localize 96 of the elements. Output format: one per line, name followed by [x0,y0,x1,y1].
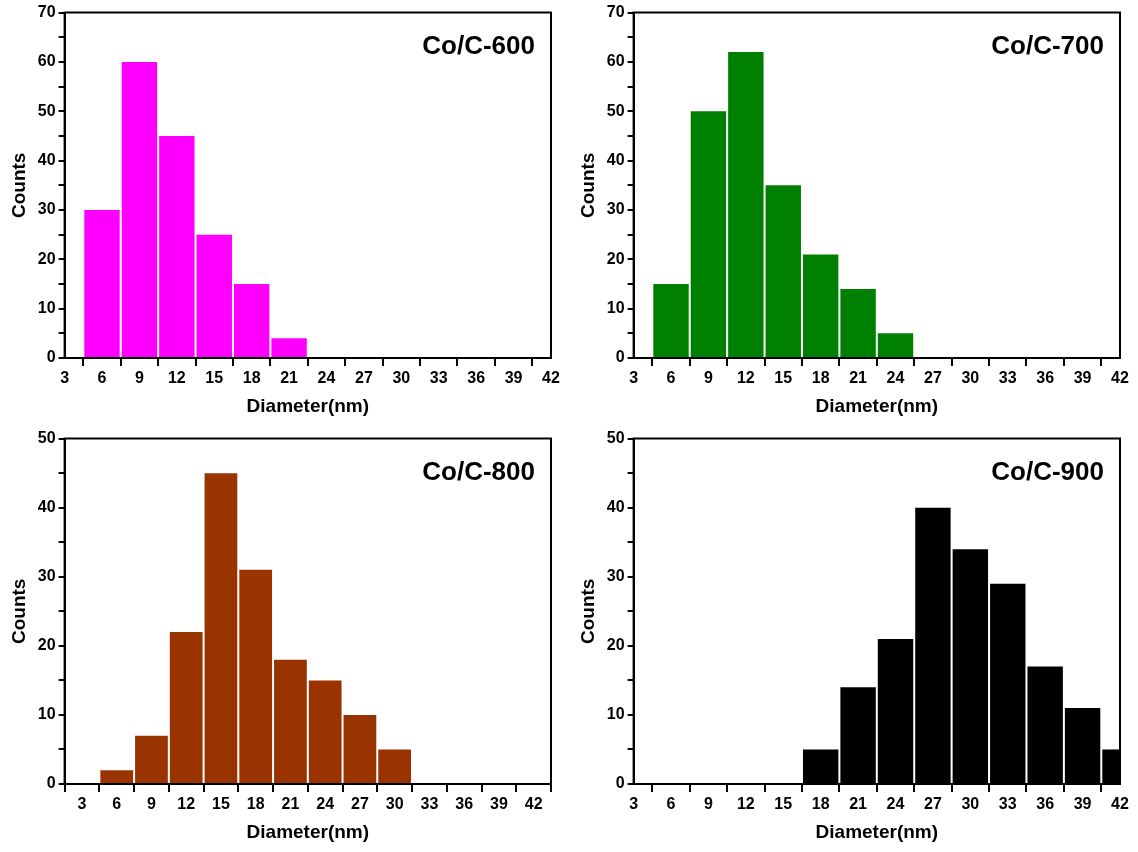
x-tick-label: 30 [392,369,411,387]
x-tick-label: 3 [629,369,639,387]
y-tick-label: 20 [37,636,56,654]
x-tick-label: 3 [60,369,70,387]
y-tick-label: 20 [37,249,56,267]
x-tick-label: 15 [774,369,793,387]
y-tick-label: 60 [606,52,625,70]
x-tick-label: 36 [1036,795,1055,813]
x-tick-label: 42 [1111,795,1129,813]
x-tick-label: 42 [542,369,560,387]
x-tick-label: 30 [961,369,980,387]
x-tick-label: 9 [703,369,713,387]
y-tick-label: 10 [37,299,56,317]
x-tick-label: 24 [316,795,335,813]
x-tick-label: 39 [489,795,508,813]
x-tick-label: 12 [167,369,186,387]
x-tick-label: 33 [420,795,439,813]
y-tick-label: 70 [606,3,625,21]
x-tick-label: 6 [666,795,676,813]
x-tick-label: 12 [736,795,755,813]
y-axis-title: Counts [576,152,598,219]
x-tick-label: 6 [666,369,676,387]
x-tick-label: 36 [467,369,486,387]
y-tick-label: 50 [37,429,56,447]
x-tick-label: 24 [317,369,336,387]
x-tick-label: 12 [177,795,196,813]
x-tick-label: 3 [629,795,639,813]
y-tick-label: 40 [37,151,56,169]
text: Co/C-800 [422,455,535,486]
x-tick-label: 21 [849,369,868,387]
y-axis-title: Counts [7,578,29,645]
y-tick-label: 70 [37,3,56,21]
y-axis-title: Counts [7,152,29,219]
y-tick-label: 30 [37,567,56,585]
x-tick-label: 18 [811,795,830,813]
x-tick-label: 27 [351,795,369,813]
y-tick-label: 50 [606,429,625,447]
x-tick-label: 30 [385,795,404,813]
x-tick-label: 9 [703,795,713,813]
y-tick-label: 10 [606,705,625,723]
x-tick-label: 21 [281,795,300,813]
y-tick-label: 60 [37,52,56,70]
x-tick-label: 36 [455,795,474,813]
x-tick-label: 24 [886,795,905,813]
y-tick-label: 20 [606,636,625,654]
x-tick-label: 27 [355,369,373,387]
x-tick-label: 39 [504,369,523,387]
x-axis-title: Diameter(nm) [246,820,370,842]
y-tick-label: 0 [46,774,56,792]
x-tick-label: 24 [886,369,905,387]
x-tick-label: 18 [811,369,830,387]
x-tick-label: 15 [774,795,793,813]
y-tick-label: 30 [37,200,56,218]
y-tick-label: 10 [606,299,625,317]
x-tick-label: 42 [1111,369,1129,387]
y-tick-label: 50 [606,101,625,119]
x-tick-label: 6 [97,369,107,387]
x-tick-label: 18 [242,369,261,387]
x-tick-label: 9 [134,369,144,387]
x-tick-label: 15 [205,369,224,387]
y-tick-label: 30 [606,567,625,585]
y-tick-label: 0 [615,348,625,366]
x-tick-label: 21 [280,369,299,387]
x-tick-label: 36 [1036,369,1055,387]
x-tick-label: 39 [1073,795,1092,813]
x-axis-title: Diameter(nm) [815,394,939,416]
y-axis-title: Counts [576,578,598,645]
x-tick-label: 18 [246,795,265,813]
x-tick-label: 39 [1073,369,1092,387]
x-axis-title: Diameter(nm) [815,820,939,842]
y-tick-label: 30 [606,200,625,218]
y-tick-label: 10 [37,705,56,723]
x-tick-label: 27 [924,795,942,813]
x-tick-label: 3 [77,795,87,813]
x-tick-label: 6 [112,795,122,813]
x-axis-title: Diameter(nm) [246,394,370,416]
x-tick-label: 33 [998,795,1017,813]
y-tick-label: 40 [37,498,56,516]
y-tick-label: 50 [37,101,56,119]
x-tick-label: 42 [524,795,543,813]
text: Co/C-900 [991,455,1104,486]
x-tick-label: 33 [998,369,1017,387]
text: Co/C-600 [422,29,535,60]
y-tick-label: 40 [606,151,625,169]
text: Co/C-700 [991,29,1104,60]
x-tick-label: 15 [212,795,230,813]
y-tick-label: 20 [606,249,625,267]
x-tick-label: 33 [429,369,448,387]
y-tick-label: 0 [46,348,56,366]
x-tick-label: 30 [961,795,980,813]
x-tick-label: 27 [924,369,942,387]
x-tick-label: 21 [849,795,868,813]
x-tick-label: 12 [736,369,755,387]
x-tick-label: 9 [147,795,156,813]
y-tick-label: 40 [606,498,625,516]
y-tick-label: 0 [615,774,625,792]
